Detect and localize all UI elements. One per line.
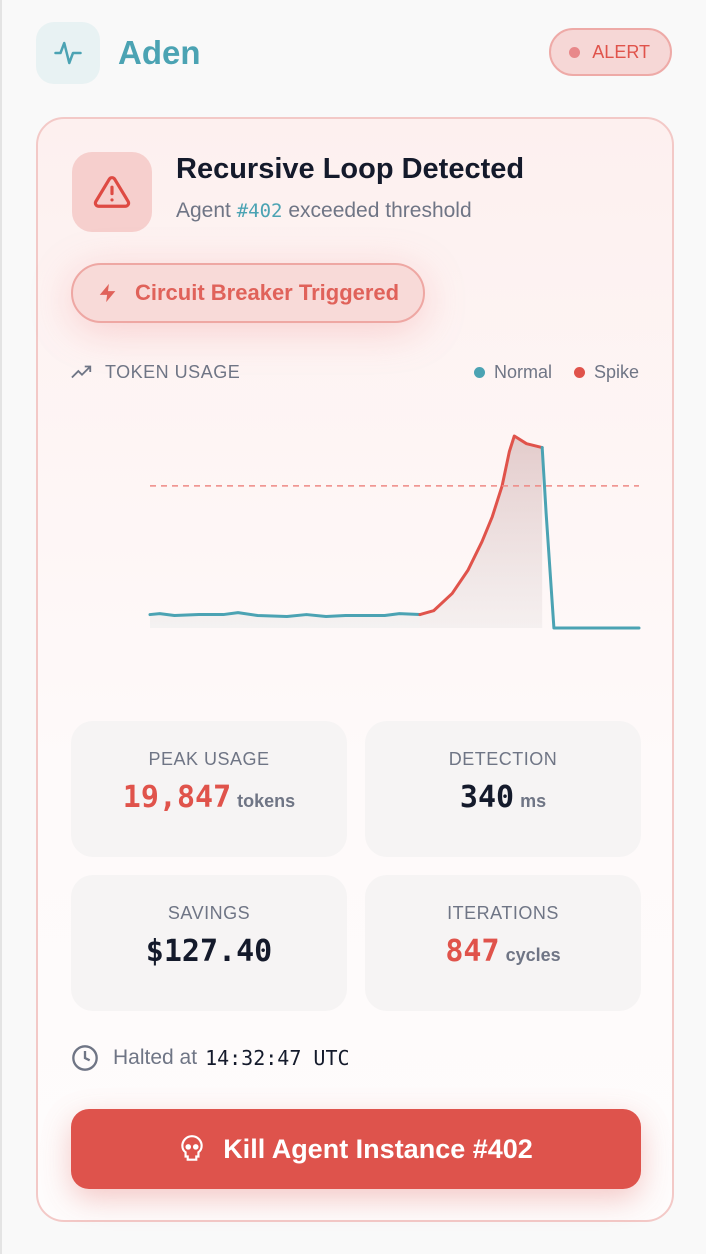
stat-label: PEAK USAGE xyxy=(148,749,270,769)
chart-title: TOKEN USAGE xyxy=(105,361,241,382)
alert-card: Recursive Loop Detected Agent #402 excee… xyxy=(36,117,674,1222)
stat-label: DETECTION xyxy=(448,749,558,769)
series-area-spike xyxy=(419,436,543,628)
stat-label: ITERATIONS xyxy=(447,903,559,923)
lightning-icon xyxy=(99,283,116,303)
alert-subtitle: Agent #402 exceeded threshold xyxy=(176,199,472,223)
stat-detection: DETECTION 340 ms xyxy=(365,721,641,857)
warning-icon xyxy=(93,176,131,208)
chart-legend: Normal Spike xyxy=(473,362,639,383)
stat-unit: tokens xyxy=(237,791,296,811)
token-usage-chart xyxy=(148,434,641,630)
halted-label: Halted at xyxy=(113,1046,198,1069)
agent-id: #402 xyxy=(236,200,283,222)
legend-normal: Normal xyxy=(473,362,552,383)
series-line-normal xyxy=(540,446,641,630)
activity-icon xyxy=(54,41,82,65)
stat-iterations: ITERATIONS 847 cycles xyxy=(365,875,641,1011)
alert-title: Recursive Loop Detected xyxy=(176,153,525,185)
subtitle-suffix: exceeded threshold xyxy=(288,199,472,222)
status-label: ALERT xyxy=(592,41,650,62)
status-dot xyxy=(569,46,581,58)
stat-value: 19,847 xyxy=(122,780,232,815)
circuit-breaker-badge: Circuit Breaker Triggered xyxy=(71,263,426,323)
series-line-spike xyxy=(418,434,544,617)
breaker-label: Circuit Breaker Triggered xyxy=(135,280,400,305)
kill-agent-button[interactable]: Kill Agent Instance #402 xyxy=(71,1109,641,1189)
kill-button-label: Kill Agent Instance #402 xyxy=(223,1133,533,1164)
chart-header: TOKEN USAGE Normal Spike xyxy=(71,357,639,387)
trending-up-icon xyxy=(71,365,92,379)
stat-peak-usage: PEAK USAGE 19,847 tokens xyxy=(71,721,347,857)
legend-spike: Spike xyxy=(573,362,639,383)
clock-icon xyxy=(72,1045,98,1071)
status-badge: ALERT xyxy=(549,28,672,76)
stat-unit: ms xyxy=(520,791,547,811)
stat-value: $127.40 xyxy=(145,934,273,969)
skull-icon xyxy=(181,1135,203,1161)
stat-value: 340 xyxy=(459,780,515,815)
logo xyxy=(36,22,100,84)
app-header: Aden ALERT xyxy=(36,22,672,84)
stat-label: SAVINGS xyxy=(167,903,251,923)
brand-name: Aden xyxy=(118,34,201,71)
stat-unit: cycles xyxy=(505,945,561,965)
halted-timestamp: 14:32:47 UTC xyxy=(205,1046,350,1070)
stat-value: 847 xyxy=(445,934,500,969)
warning-icon-box xyxy=(72,152,152,232)
halted-time: Halted at 14:32:47 UTC xyxy=(71,1044,350,1072)
stat-savings: SAVINGS $127.40 xyxy=(71,875,347,1011)
series-line-normal xyxy=(148,611,422,618)
subtitle-prefix: Agent xyxy=(176,199,231,222)
